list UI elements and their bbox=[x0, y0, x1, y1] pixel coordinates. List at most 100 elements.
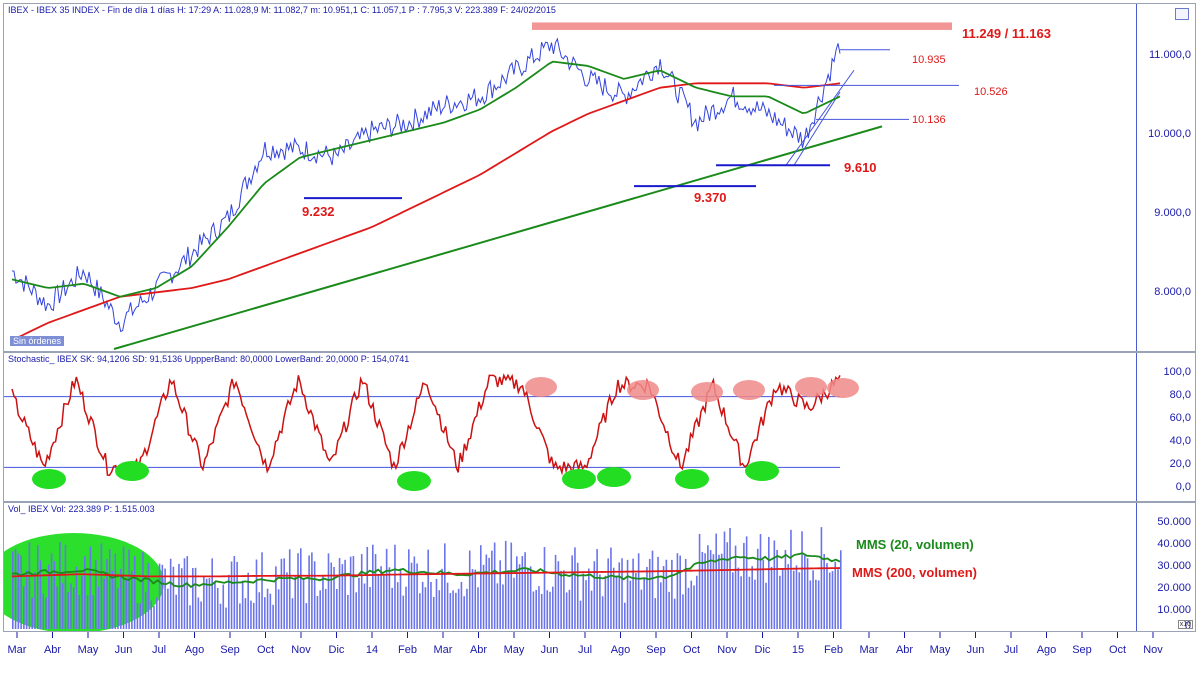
panel-settings-icon[interactable] bbox=[1175, 8, 1189, 20]
volume-bar bbox=[618, 562, 621, 629]
volume-plot[interactable] bbox=[4, 503, 1138, 631]
volume-bar bbox=[432, 596, 435, 629]
volume-bar bbox=[347, 594, 349, 629]
volume-bar bbox=[643, 577, 645, 629]
volume-panel-title: Vol_ IBEX Vol: 223.389 P: 1.515.003 bbox=[8, 504, 155, 514]
volume-bar bbox=[820, 527, 823, 629]
volume-bar bbox=[327, 553, 330, 629]
oversold-circle-5 bbox=[675, 469, 709, 489]
volume-bar bbox=[552, 586, 554, 629]
volume-bar bbox=[108, 549, 111, 629]
volume-bar bbox=[153, 605, 155, 629]
volume-bar bbox=[665, 559, 668, 629]
volume-bar bbox=[604, 575, 607, 629]
volume-bar bbox=[502, 584, 504, 629]
volume-bar bbox=[50, 553, 53, 629]
volume-bar bbox=[100, 543, 103, 629]
volume-bar bbox=[568, 589, 571, 629]
volume-bar bbox=[377, 574, 380, 629]
volume-bar bbox=[485, 554, 488, 629]
short-trendline-1 bbox=[785, 69, 855, 166]
volume-bar bbox=[828, 572, 831, 629]
x-tick-label: Jun bbox=[541, 644, 559, 656]
volume-bar bbox=[128, 549, 130, 629]
volume-bar bbox=[466, 588, 468, 629]
scale-corner-icon[interactable]: x10 bbox=[1177, 620, 1193, 629]
volume-bar bbox=[759, 534, 762, 629]
volume-bar bbox=[64, 544, 67, 629]
volume-bar bbox=[513, 577, 515, 629]
level-9370: 9.370 bbox=[694, 190, 727, 205]
volume-bar bbox=[86, 595, 89, 629]
volume-bar bbox=[610, 547, 612, 629]
price-panel: IBEX - IBEX 35 INDEX - Fin de día 1 días… bbox=[3, 3, 1196, 352]
stoch-tick-40: 40,0 bbox=[1169, 435, 1191, 447]
overbought-circle-1 bbox=[627, 380, 659, 400]
overbought-circle-0 bbox=[525, 377, 557, 397]
stoch-tick-0: 0,0 bbox=[1175, 481, 1191, 493]
volume-bar bbox=[812, 570, 814, 629]
volume-bar bbox=[413, 556, 416, 629]
volume-bar bbox=[250, 600, 252, 629]
volume-bar bbox=[34, 572, 36, 629]
volume-bar bbox=[629, 580, 632, 629]
x-tick-label: Ago bbox=[185, 644, 205, 656]
volume-bar bbox=[773, 540, 776, 629]
volume-bar bbox=[723, 531, 726, 629]
volume-bar bbox=[549, 591, 551, 629]
volume-bar bbox=[582, 573, 585, 629]
volume-bar bbox=[264, 597, 266, 629]
y-tick-9000: 9.000,0 bbox=[1154, 207, 1191, 219]
x-tick-label: May bbox=[504, 644, 525, 656]
level-9610: 9.610 bbox=[844, 160, 877, 175]
volume-bar bbox=[446, 582, 449, 629]
x-tick-label: Oct bbox=[683, 644, 700, 656]
volume-bar bbox=[36, 545, 39, 629]
volume-bar bbox=[17, 553, 20, 629]
volume-bar bbox=[272, 604, 274, 629]
volume-bar bbox=[228, 574, 230, 629]
volume-bar bbox=[241, 580, 244, 629]
long-trendline bbox=[113, 125, 883, 350]
volume-bar bbox=[111, 570, 114, 629]
volume-bar bbox=[477, 587, 479, 629]
volume-bar bbox=[205, 578, 208, 629]
volume-bar bbox=[690, 580, 693, 629]
volume-bar bbox=[463, 596, 465, 629]
volume-bar bbox=[482, 564, 485, 629]
sma200-line bbox=[11, 82, 841, 342]
overbought-circle-3 bbox=[733, 380, 765, 400]
volume-bar bbox=[524, 552, 526, 629]
resistance-label: 11.249 / 11.163 bbox=[962, 26, 1051, 41]
volume-bar bbox=[715, 533, 717, 629]
volume-bar bbox=[684, 558, 687, 629]
volume-bar bbox=[590, 590, 593, 629]
volume-bar bbox=[200, 601, 202, 629]
short-trendline-2 bbox=[793, 91, 841, 166]
stochastic-panel-title: Stochastic_ IBEX SK: 94,1206 SD: 91,5136… bbox=[8, 354, 410, 364]
volume-bar bbox=[172, 566, 175, 629]
volume-bar bbox=[834, 561, 837, 629]
volume-bar bbox=[405, 586, 407, 629]
stochastic-plot[interactable] bbox=[4, 353, 1138, 501]
volume-bar bbox=[53, 560, 56, 629]
volume-bar bbox=[133, 555, 136, 629]
overbought-circle-4 bbox=[795, 377, 827, 397]
price-plot[interactable] bbox=[4, 4, 1138, 351]
volume-bar bbox=[419, 593, 421, 629]
y-tick-11000: 11.000,0 bbox=[1148, 49, 1191, 61]
volume-bar bbox=[355, 592, 357, 629]
x-axis: Mar Abr May Jun Jul Ago Sep Oct Nov Dic 14 Feb Mar Ab… bbox=[3, 632, 1196, 672]
volume-bar bbox=[322, 575, 324, 629]
volume-bar bbox=[252, 602, 255, 629]
volume-bar bbox=[726, 542, 729, 629]
volume-bar bbox=[424, 587, 427, 629]
stoch-tick-100: 100,0 bbox=[1163, 366, 1191, 378]
volume-bar bbox=[815, 579, 817, 629]
volume-bar bbox=[826, 563, 828, 629]
volume-bar bbox=[646, 566, 648, 629]
volume-bar bbox=[316, 596, 319, 629]
volume-bar bbox=[471, 569, 474, 629]
volume-bar bbox=[438, 590, 441, 629]
volume-bar bbox=[20, 555, 22, 629]
